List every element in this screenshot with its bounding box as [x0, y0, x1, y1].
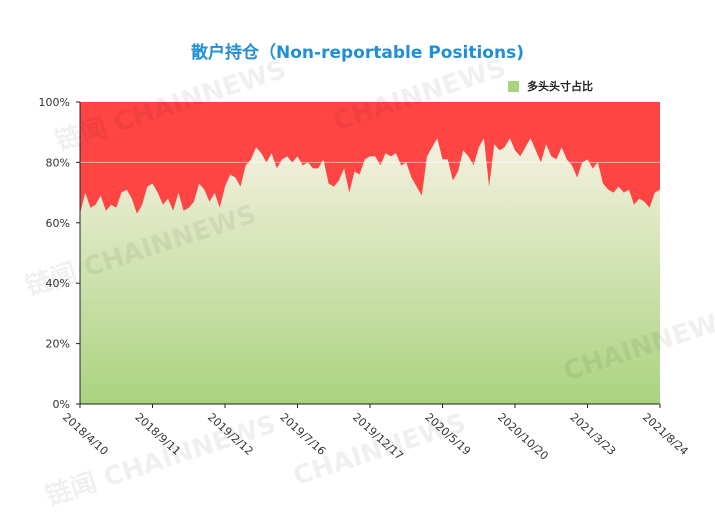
y-tick-label: 40% — [46, 277, 70, 290]
y-tick-label: 60% — [46, 217, 70, 230]
y-tick-label: 80% — [46, 156, 70, 169]
x-tick-label: 2020/5/19 — [422, 411, 473, 458]
y-tick-label: 100% — [39, 96, 70, 109]
x-tick-label: 2019/7/16 — [277, 411, 328, 458]
area-chart: 0% 20% 40% 60% 80% 100% 2018/4/10 2018/9/11 2019… — [39, 96, 691, 463]
legend-label: 多头头寸占比 — [527, 80, 593, 93]
x-tick-label: 2021/8/24 — [640, 411, 691, 458]
y-tick-label: 0% — [53, 398, 70, 411]
x-tick-label: 2018/4/10 — [60, 411, 111, 458]
x-tick-label: 2020/10/20 — [495, 411, 551, 463]
legend-swatch — [508, 80, 519, 92]
x-tick-label: 2018/9/11 — [132, 411, 183, 458]
x-tick-label: 2019/12/17 — [350, 411, 406, 463]
long-position-area — [80, 138, 660, 404]
x-tick-label: 2021/3/23 — [567, 411, 618, 458]
chart-title: 散户持仓（Non-reportable Positions) — [191, 43, 524, 63]
legend: 多头头寸占比 — [508, 78, 593, 94]
y-tick-label: 20% — [46, 338, 70, 351]
x-tick-label: 2019/2/12 — [205, 411, 256, 458]
